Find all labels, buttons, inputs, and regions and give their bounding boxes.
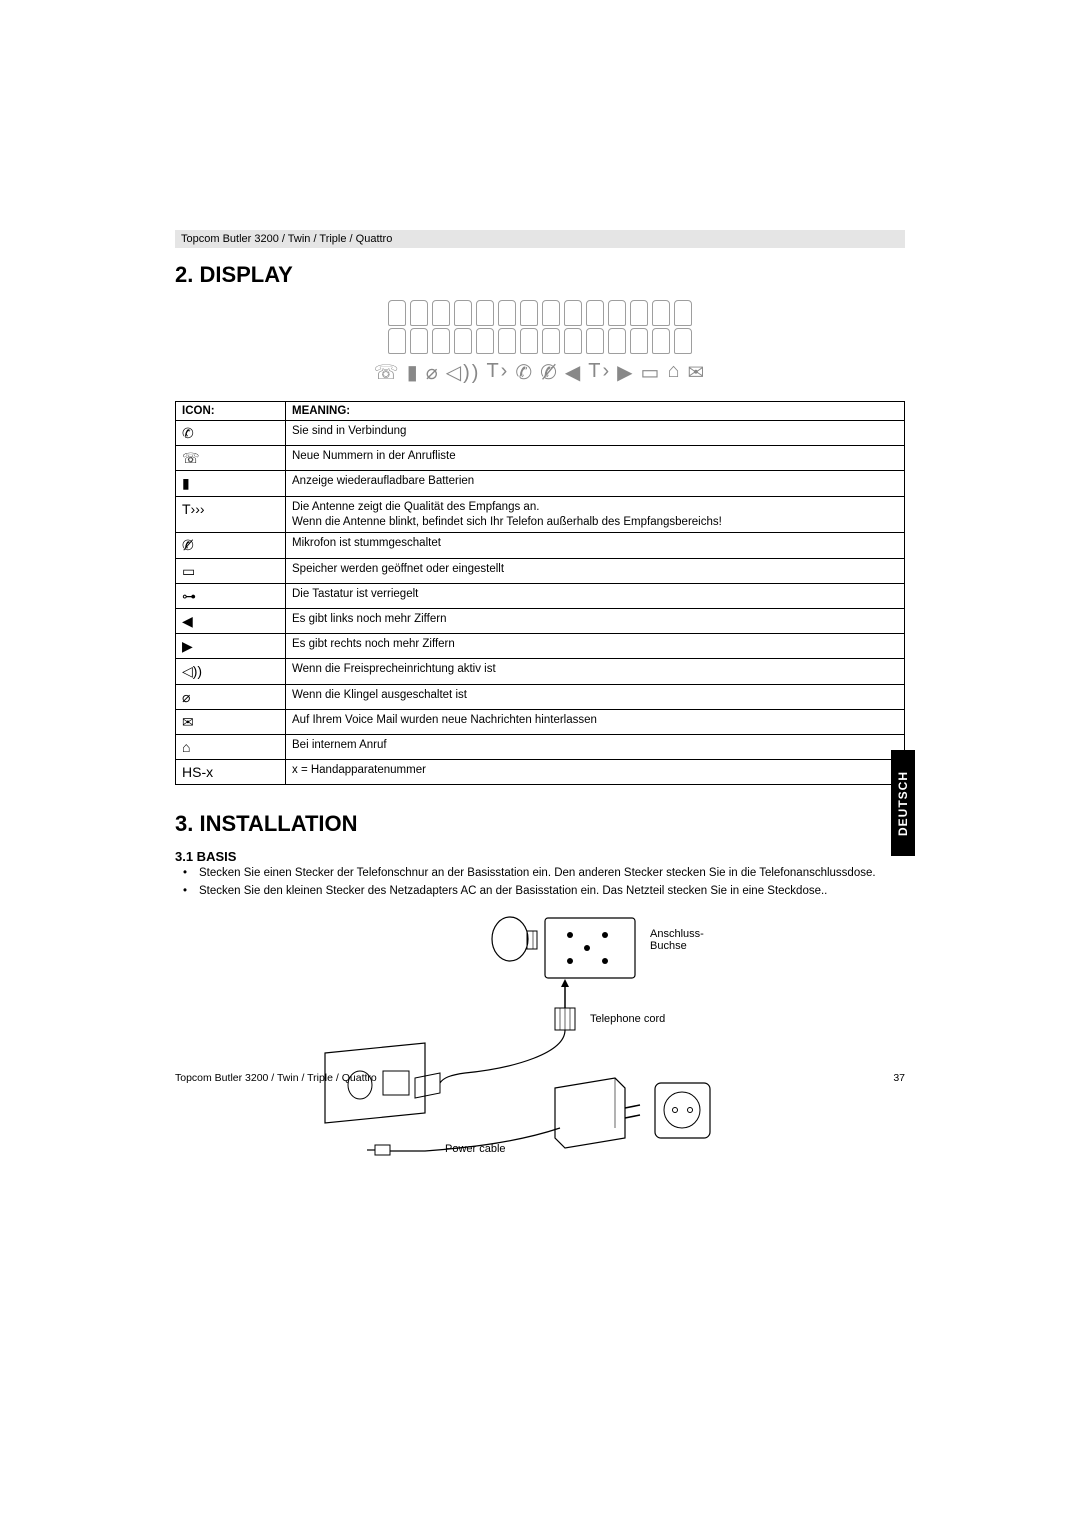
icon-cell: ▮ <box>176 471 286 496</box>
memo-icon: ▭ <box>641 360 662 385</box>
icon-cell: ✆̸ <box>176 533 286 558</box>
bell-off-icon: ⌀ <box>426 360 440 385</box>
table-row: ◀Es gibt links noch mehr Ziffern <box>176 609 905 634</box>
lcd-graphic: ☏ ▮ ⌀ ◁)) T› ✆ ✆̸ ◀ T› ▶ ▭ ⌂ ✉ <box>175 300 905 385</box>
table-row: HS-xx = Handapparatenummer <box>176 760 905 785</box>
section-display-heading: 2. DISPLAY <box>175 262 905 288</box>
meaning-cell: Es gibt rechts noch mehr Ziffern <box>286 634 905 659</box>
meaning-cell: Auf Ihrem Voice Mail wurden neue Nachric… <box>286 709 905 734</box>
icon-cell: HS-x <box>176 760 286 785</box>
section-install-heading: 3. INSTALLATION <box>175 811 905 837</box>
phone-icon: ☏ <box>374 360 401 385</box>
label-tel-cord: Telephone cord <box>590 1013 665 1025</box>
table-row: ☏Neue Nummern in der Anrufliste <box>176 446 905 471</box>
intern-icon: ⌂ <box>667 360 681 385</box>
meaning-cell: Neue Nummern in der Anrufliste <box>286 446 905 471</box>
table-row: ✆Sie sind in Verbindung <box>176 421 905 446</box>
icon-cell: ⌀ <box>176 684 286 709</box>
meaning-cell: Die Tastatur ist verriegelt <box>286 583 905 608</box>
meaning-cell: x = Handapparatenummer <box>286 760 905 785</box>
page-footer: Topcom Butler 3200 / Twin / Triple / Qua… <box>175 1072 905 1084</box>
icon-cell: T››› <box>176 496 286 533</box>
table-row: ✉Auf Ihrem Voice Mail wurden neue Nachri… <box>176 709 905 734</box>
icon-cell: ✆ <box>176 421 286 446</box>
antenna-icon: T› <box>486 360 509 385</box>
label-power-cable: Power cable <box>445 1143 506 1155</box>
lcd-row-1 <box>175 300 905 326</box>
icon-cell: ◁)) <box>176 659 286 684</box>
meaning-cell: Die Antenne zeigt die Qualität des Empfa… <box>286 496 905 533</box>
icon-meaning-table: ICON: MEANING: ✆Sie sind in Verbindung☏N… <box>175 401 905 785</box>
antenna2-icon: T› <box>588 360 611 385</box>
power-adapter-icon <box>555 1078 640 1148</box>
icon-cell: ☏ <box>176 446 286 471</box>
section-install-subheading: 3.1 BASIS <box>175 849 905 864</box>
language-tab: DEUTSCH <box>891 750 915 856</box>
table-row: ▮Anzeige wiederaufladbare Batterien <box>176 471 905 496</box>
meaning-cell: Speicher werden geöffnet oder eingestell… <box>286 558 905 583</box>
table-row: ▶Es gibt rechts noch mehr Ziffern <box>176 634 905 659</box>
lcd-row-2 <box>175 328 905 354</box>
lcd-icon-row: ☏ ▮ ⌀ ◁)) T› ✆ ✆̸ ◀ T› ▶ ▭ ⌂ ✉ <box>175 360 905 385</box>
col-icon-header: ICON: <box>176 402 286 421</box>
battery-icon: ▮ <box>407 360 420 385</box>
icon-cell: ⊶ <box>176 583 286 608</box>
meaning-cell: Sie sind in Verbindung <box>286 421 905 446</box>
meaning-cell: Mikrofon ist stummgeschaltet <box>286 533 905 558</box>
meaning-cell: Wenn die Klingel ausgeschaltet ist <box>286 684 905 709</box>
mute-icon: ✆̸ <box>540 360 559 385</box>
table-row: ⊶Die Tastatur ist verriegelt <box>176 583 905 608</box>
table-row: ⌂Bei internem Anruf <box>176 734 905 759</box>
meaning-cell: Wenn die Freisprecheinrichtung aktiv ist <box>286 659 905 684</box>
meaning-cell: Es gibt links noch mehr Ziffern <box>286 609 905 634</box>
right-icon: ▶ <box>617 360 634 385</box>
page-content: Topcom Butler 3200 / Twin / Triple / Qua… <box>175 230 905 1183</box>
list-item: Stecken Sie einen Stecker der Telefonsch… <box>175 866 905 882</box>
table-row: ▭Speicher werden geöffnet oder eingestel… <box>176 558 905 583</box>
table-row: ⌀Wenn die Klingel ausgeschaltet ist <box>176 684 905 709</box>
handset-icon: ✆ <box>515 360 534 385</box>
footer-product: Topcom Butler 3200 / Twin / Triple / Qua… <box>175 1072 377 1084</box>
meaning-cell: Bei internem Anruf <box>286 734 905 759</box>
install-diagram: Anschluss- Buchse Telephone cord Power c… <box>315 913 745 1183</box>
icon-cell: ⌂ <box>176 734 286 759</box>
icon-cell: ✉ <box>176 709 286 734</box>
footer-page-number: 37 <box>893 1072 905 1084</box>
table-row: ◁))Wenn die Freisprecheinrichtung aktiv … <box>176 659 905 684</box>
mail-icon: ✉ <box>688 360 707 385</box>
header-bar: Topcom Butler 3200 / Twin / Triple / Qua… <box>175 230 905 248</box>
table-row: T›››Die Antenne zeigt die Qualität des E… <box>176 496 905 533</box>
header-product: Topcom Butler 3200 / Twin / Triple / Qua… <box>181 233 392 245</box>
left-icon: ◀ <box>565 360 582 385</box>
list-item: Stecken Sie den kleinen Stecker des Netz… <box>175 884 905 900</box>
label-socket: Anschluss- Buchse <box>650 928 704 952</box>
icon-cell: ▭ <box>176 558 286 583</box>
meaning-cell: Anzeige wiederaufladbare Batterien <box>286 471 905 496</box>
table-row: ✆̸Mikrofon ist stummgeschaltet <box>176 533 905 558</box>
col-meaning-header: MEANING: <box>286 402 905 421</box>
icon-cell: ◀ <box>176 609 286 634</box>
icon-cell: ▶ <box>176 634 286 659</box>
install-bullet-list: Stecken Sie einen Stecker der Telefonsch… <box>175 866 905 899</box>
speaker-icon: ◁)) <box>446 360 481 385</box>
